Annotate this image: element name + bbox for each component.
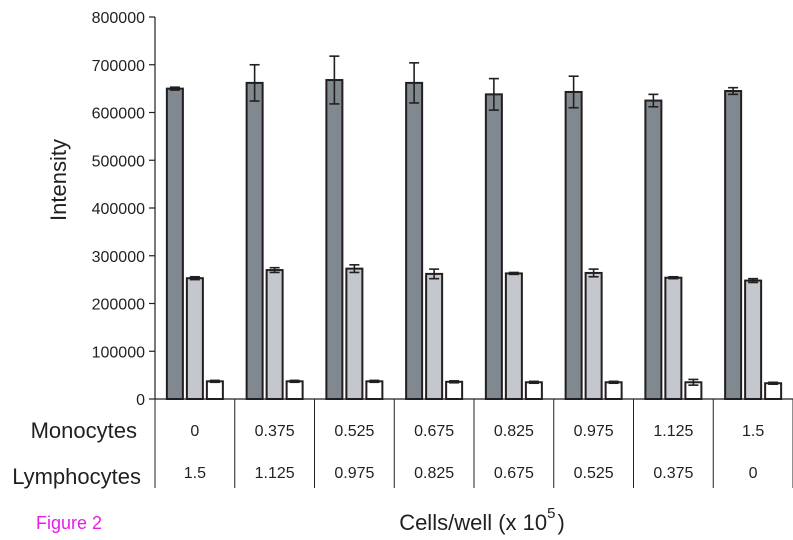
bar	[484, 93, 503, 400]
x-axis-title: Cells/well (x 105)	[399, 505, 565, 535]
bar	[365, 380, 384, 400]
bar	[165, 87, 184, 400]
monocytes-value: 0.675	[414, 423, 454, 440]
bar	[245, 81, 264, 401]
row-label-lymphocytes: Lymphocytes	[12, 464, 141, 489]
y-tick-label: 700000	[92, 58, 145, 75]
bar	[524, 381, 543, 401]
y-tick-label: 800000	[92, 10, 145, 27]
lymphocytes-value: 0.825	[414, 465, 454, 482]
bar	[425, 272, 444, 400]
bar	[604, 381, 623, 401]
lymphocytes-value: 1.5	[184, 465, 206, 482]
monocytes-value: 0.975	[574, 423, 614, 440]
bar	[445, 380, 464, 400]
bar	[744, 279, 763, 400]
lymphocytes-value: 0.375	[653, 465, 693, 482]
category-table: Monocytes Lymphocytes 0 0.375 0.525 0.675 0.82…	[12, 398, 793, 489]
bar	[724, 90, 743, 400]
bar	[584, 271, 603, 400]
figure-label: Figure 2	[36, 513, 102, 533]
y-tick-label: 500000	[92, 153, 145, 170]
bar	[345, 267, 364, 400]
bar	[205, 380, 224, 400]
y-axis-title: Intensity	[46, 139, 71, 221]
y-tick-label: 0	[136, 392, 145, 409]
monocytes-value: 0.375	[255, 423, 295, 440]
lymphocytes-value: 0.975	[334, 465, 374, 482]
y-tick-label: 300000	[92, 249, 145, 266]
monocytes-value: 0	[190, 423, 199, 440]
bar	[664, 276, 683, 400]
bar	[285, 380, 304, 400]
bar	[265, 269, 284, 401]
y-axis: 0 100000 200000 300000 400000 500000 600000 700…	[92, 10, 156, 409]
bar	[504, 272, 523, 401]
monocytes-value: 0.525	[334, 423, 374, 440]
x-axis-title-suffix: )	[557, 510, 564, 535]
bar	[185, 277, 204, 401]
lymphocytes-value: 0	[749, 465, 758, 482]
x-axis-title-exponent: 5	[547, 505, 555, 522]
monocytes-value: 0.825	[494, 423, 534, 440]
monocytes-value: 1.125	[653, 423, 693, 440]
bar-area	[165, 55, 783, 401]
lymphocytes-value: 0.525	[574, 465, 614, 482]
row-label-monocytes: Monocytes	[31, 418, 137, 443]
bar	[325, 79, 344, 400]
bar	[564, 90, 583, 400]
bar	[764, 382, 783, 400]
x-axis-title-base: Cells/well (x 10	[399, 510, 547, 535]
lymphocytes-value: 0.675	[494, 465, 534, 482]
lymphocytes-value: 1.125	[255, 465, 295, 482]
y-tick-label: 100000	[92, 344, 145, 361]
bar	[405, 81, 424, 401]
monocytes-value: 1.5	[742, 423, 764, 440]
bar	[644, 99, 663, 400]
y-tick-label: 200000	[92, 297, 145, 314]
y-tick-label: 600000	[92, 106, 145, 123]
y-tick-label: 400000	[92, 201, 145, 218]
